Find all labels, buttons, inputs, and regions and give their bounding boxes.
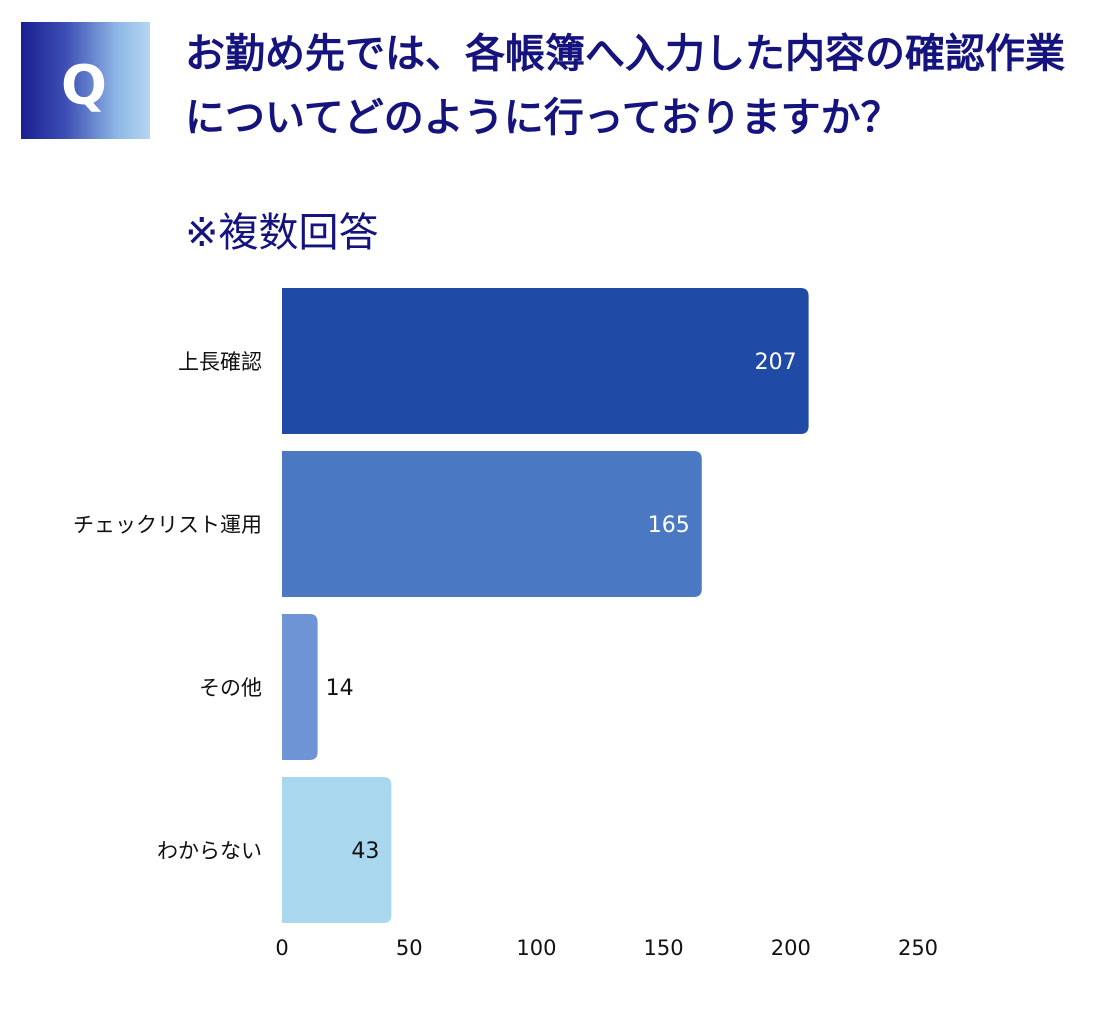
bar-2 <box>282 614 318 760</box>
x-tick-label: 200 <box>771 936 811 960</box>
bar-3 <box>282 777 392 923</box>
x-tick-label: 150 <box>644 936 684 960</box>
category-label: その他 <box>199 676 262 700</box>
category-label: 上長確認 <box>178 350 262 374</box>
q-letter-icon: Q <box>61 54 107 117</box>
multiple-answer-note: ※複数回答 <box>185 210 379 256</box>
x-tick-label: 100 <box>516 936 556 960</box>
x-tick-label: 50 <box>396 936 423 960</box>
data-label: 207 <box>755 350 797 375</box>
x-tick-label: 0 <box>275 936 288 960</box>
data-label: 165 <box>648 513 690 538</box>
bar-1 <box>282 451 702 597</box>
x-tick-label: 250 <box>898 936 938 960</box>
q-badge: Q <box>21 22 150 139</box>
category-label: チェックリスト運用 <box>73 513 262 537</box>
category-label: わからない <box>157 839 262 863</box>
question-title: お勤め先では、各帳簿へ入力した内容の確認作業についてどのように行っておりますか？ <box>185 31 1065 141</box>
data-label: 43 <box>351 839 379 864</box>
data-label: 14 <box>326 676 354 701</box>
bar-0 <box>282 288 809 434</box>
svg-text:Q: Q <box>61 54 107 117</box>
